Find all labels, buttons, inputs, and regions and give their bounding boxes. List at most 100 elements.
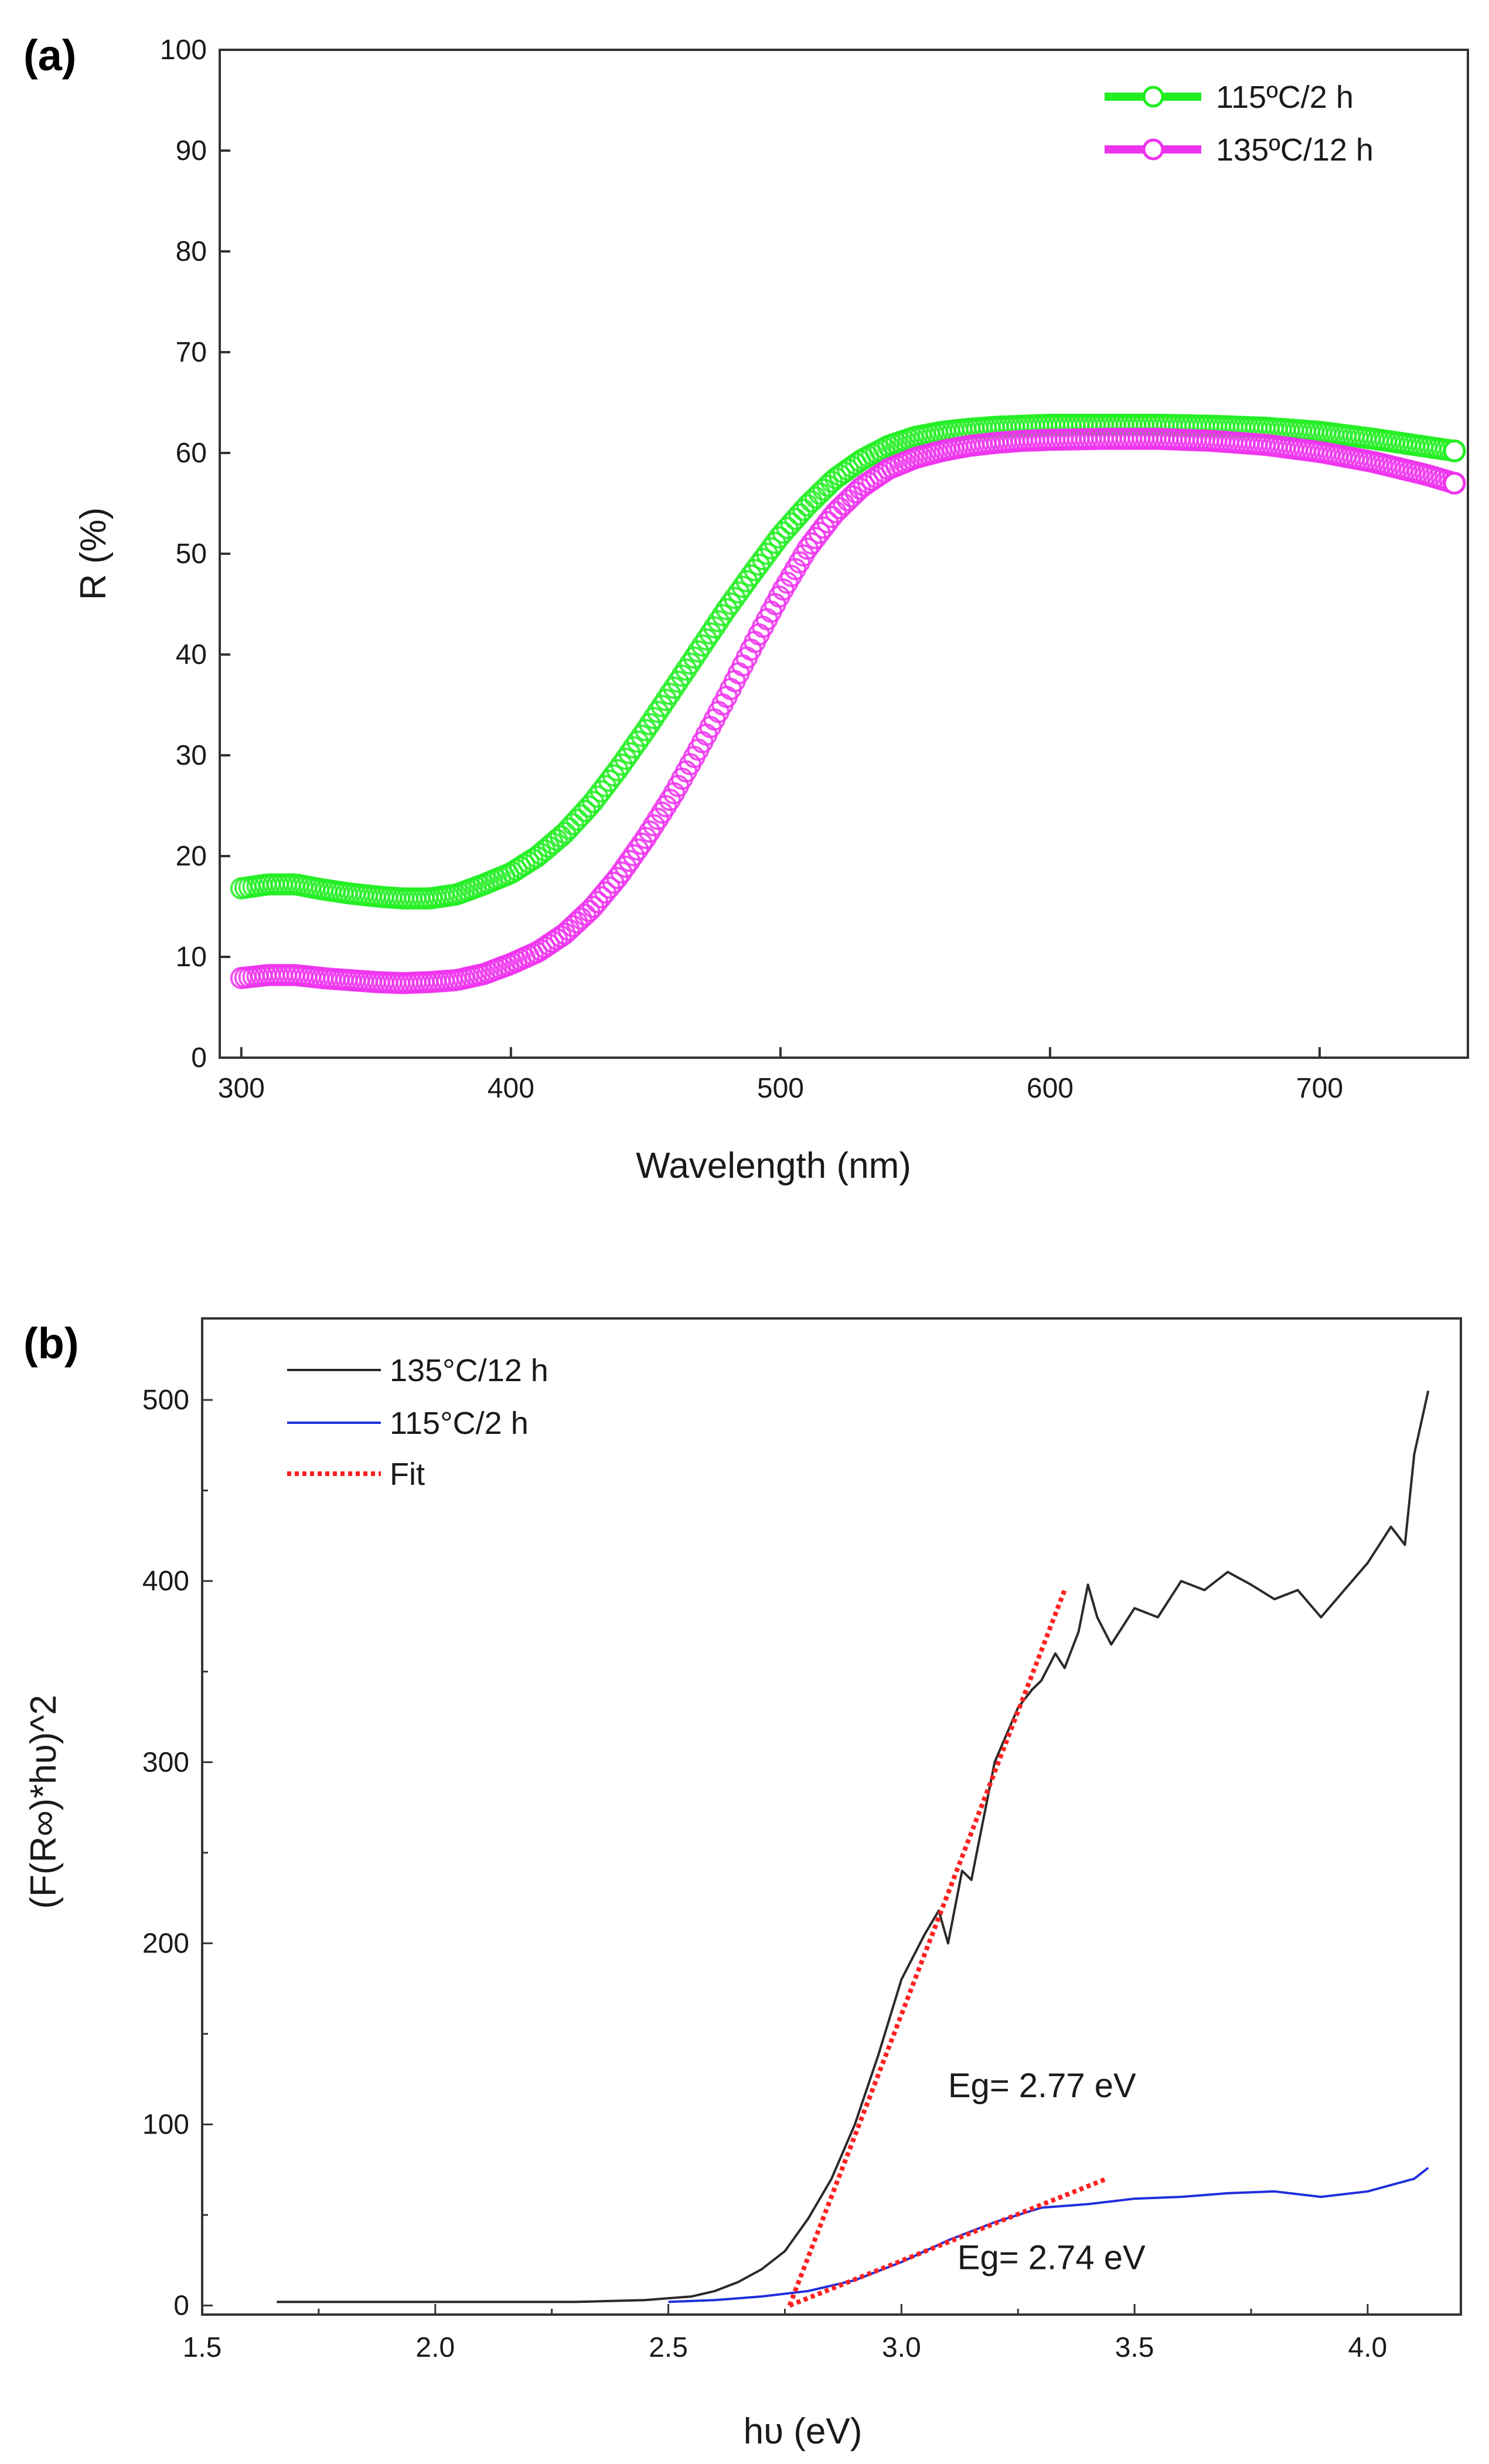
panel-label-b: (b) bbox=[23, 1319, 79, 1368]
scatter-point-a-1 bbox=[574, 904, 597, 926]
scatter-point-a-0 bbox=[626, 730, 649, 753]
annotation-b-1: Eg= 2.74 eV bbox=[958, 2239, 1146, 2277]
scatter-point-a-0 bbox=[679, 652, 701, 675]
scatter-point-a-0 bbox=[663, 676, 686, 699]
y-tick-label-a-4: 40 bbox=[176, 639, 207, 670]
plot-frame-b bbox=[201, 1317, 1462, 2316]
scatter-point-a-0 bbox=[731, 575, 754, 598]
scatter-point-a-0 bbox=[606, 759, 629, 782]
y-tick-label-a-6: 60 bbox=[176, 438, 207, 469]
legend-a: 115ºC/2 h 135ºC/12 h bbox=[1105, 80, 1374, 168]
scatter-point-a-0 bbox=[727, 581, 750, 604]
scatter-point-a-0 bbox=[614, 748, 637, 770]
scatter-point-a-0 bbox=[796, 494, 819, 517]
scatter-point-a-1 bbox=[561, 915, 584, 938]
scatter-point-a-0 bbox=[812, 478, 835, 501]
scatter-point-a-0 bbox=[687, 640, 710, 663]
legend-label-b-2: Fit bbox=[390, 1457, 425, 1492]
scatter-point-a-1 bbox=[557, 919, 580, 941]
x-tick-label-a-2: 500 bbox=[757, 1073, 804, 1104]
x-tick-label-b-1: 2.0 bbox=[415, 2332, 455, 2363]
series-a-1 bbox=[230, 427, 1466, 994]
scatter-point-a-0 bbox=[634, 719, 657, 741]
y-tick-label-b-3: 300 bbox=[142, 1747, 189, 1778]
scatter-point-a-0 bbox=[691, 634, 714, 657]
y-tick-label-a-8: 80 bbox=[176, 236, 207, 267]
scatter-point-a-0 bbox=[723, 587, 746, 609]
scatter-point-a-1 bbox=[836, 489, 859, 512]
scatter-point-a-0 bbox=[655, 689, 677, 711]
x-tick-label-b-5: 4.0 bbox=[1348, 2332, 1388, 2363]
scatter-point-a-0 bbox=[715, 598, 738, 621]
y-tick-label-b-1: 100 bbox=[142, 2109, 189, 2140]
scatter-point-a-0 bbox=[618, 742, 641, 765]
scatter-point-a-1 bbox=[634, 827, 657, 849]
y-tick-label-b-0: 0 bbox=[173, 2291, 189, 2322]
scatter-point-a-0 bbox=[703, 616, 726, 639]
y-tick-label-b-2: 200 bbox=[142, 1928, 189, 1959]
scatter-point-a-0 bbox=[695, 628, 718, 651]
scatter-point-a-1 bbox=[626, 838, 649, 861]
scatter-point-a-1 bbox=[631, 832, 653, 855]
y-tick-label-a-2: 20 bbox=[176, 841, 207, 872]
legend-b: 135°C/12 h 115°C/2 h Fit bbox=[287, 1353, 548, 1492]
x-tick-label-a-3: 600 bbox=[1027, 1073, 1074, 1104]
scatter-point-a-0 bbox=[642, 707, 665, 730]
fit-line-b-1 bbox=[788, 2176, 1108, 2308]
scatter-point-a-0 bbox=[659, 683, 682, 706]
scatter-point-a-0 bbox=[546, 829, 568, 851]
x-tick-label-b-0: 1.5 bbox=[183, 2332, 222, 2363]
y-tick-label-a-5: 50 bbox=[176, 539, 207, 570]
y-tick-label-a-10: 100 bbox=[160, 35, 207, 66]
scatter-point-a-1 bbox=[646, 807, 669, 830]
scatter-point-a-0 bbox=[610, 753, 633, 776]
x-tick-label-b-4: 3.5 bbox=[1115, 2332, 1154, 2363]
scatter-point-a-0 bbox=[699, 622, 722, 645]
scatter-point-a-0 bbox=[638, 713, 661, 735]
series-line-b-1 bbox=[668, 2167, 1429, 2303]
panel-a: 0 10 20 30 40 50 60 70 80 90 100 300 400 500 600 700 (… bbox=[23, 31, 1469, 1186]
scatter-point-a-1 bbox=[638, 820, 661, 843]
scatter-point-a-1 bbox=[610, 861, 633, 884]
legend-marker-a-0 bbox=[1142, 86, 1164, 108]
scatter-point-a-1 bbox=[606, 867, 629, 890]
x-tick-label-a-1: 400 bbox=[488, 1073, 534, 1104]
endpoint-a-0 bbox=[1443, 439, 1466, 463]
legend-label-b-1: 115°C/2 h bbox=[390, 1406, 529, 1441]
y-axis-title-b: (F(R∞)*hυ)^2 bbox=[23, 1695, 64, 1909]
scatter-point-a-0 bbox=[674, 658, 697, 681]
scatter-point-a-1 bbox=[570, 907, 592, 930]
y-tick-label-a-9: 90 bbox=[176, 135, 207, 166]
scatter-point-a-0 bbox=[792, 499, 815, 522]
scatter-point-a-0 bbox=[711, 604, 734, 626]
endpoint-a-1 bbox=[1443, 472, 1466, 495]
x-tick-label-a-0: 300 bbox=[218, 1073, 265, 1104]
scatter-point-a-0 bbox=[735, 570, 758, 592]
x-axis-title-a: Wavelength (nm) bbox=[636, 1146, 911, 1186]
scatter-point-a-1 bbox=[618, 850, 641, 873]
scatter-point-a-1 bbox=[622, 844, 645, 867]
y-axis-title-a: R (%) bbox=[73, 507, 114, 600]
scatter-point-a-0 bbox=[622, 736, 645, 759]
y-tick-label-a-0: 0 bbox=[191, 1042, 207, 1073]
x-tick-label-a-4: 700 bbox=[1296, 1073, 1343, 1104]
scatter-point-a-0 bbox=[667, 670, 690, 693]
scatter-point-a-0 bbox=[550, 825, 572, 848]
scatter-point-a-1 bbox=[650, 801, 673, 824]
scatter-point-a-1 bbox=[642, 814, 665, 837]
scatter-point-a-0 bbox=[631, 724, 653, 747]
scatter-point-a-0 bbox=[808, 482, 831, 505]
y-tick-label-a-3: 30 bbox=[176, 740, 207, 771]
scatter-point-a-1 bbox=[829, 497, 851, 520]
legend-label-a-1: 135ºC/12 h bbox=[1216, 132, 1374, 168]
y-tick-label-a-7: 70 bbox=[176, 337, 207, 368]
scatter-point-a-1 bbox=[833, 493, 855, 516]
scatter-point-a-0 bbox=[719, 592, 742, 615]
scatter-point-a-0 bbox=[646, 701, 669, 723]
scatter-point-a-1 bbox=[553, 922, 576, 945]
scatter-point-a-1 bbox=[840, 485, 863, 508]
scatter-point-a-0 bbox=[671, 664, 693, 687]
scatter-point-a-1 bbox=[824, 501, 847, 523]
